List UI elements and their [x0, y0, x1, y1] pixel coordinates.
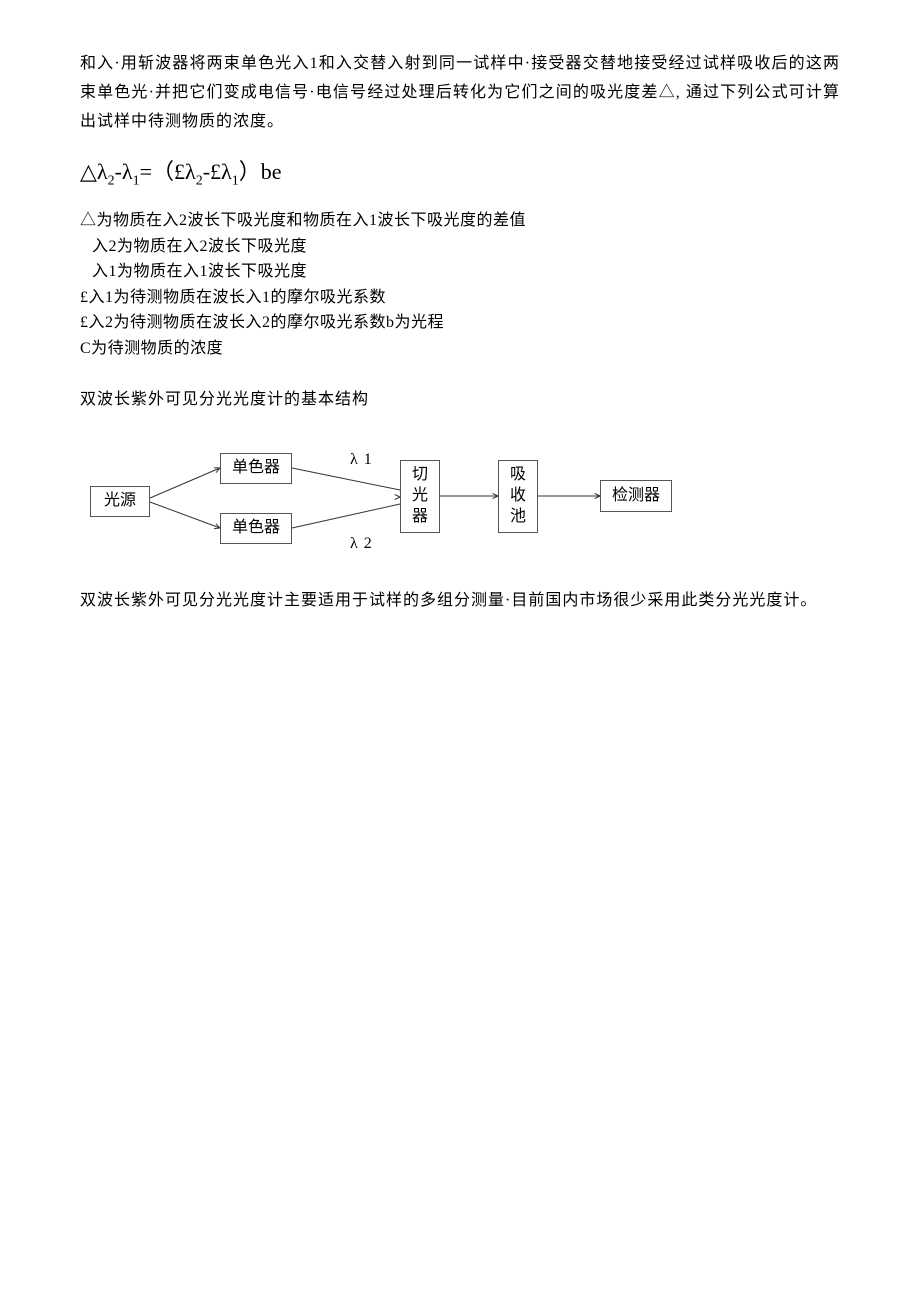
diagram-node-mono2: 单色器 [220, 513, 292, 544]
diagram-node-chopper: 切 光 器 [400, 460, 440, 532]
definition-line: C为待测物质的浓度 [80, 336, 840, 362]
block-diagram: 光源单色器单色器切 光 器吸 收 池检测器λ 1λ 2 [90, 438, 730, 558]
section-title: 双波长紫外可见分光光度计的基本结构 [80, 386, 840, 415]
diagram-node-cell: 吸 收 池 [498, 460, 538, 532]
definition-line: 入1为物质在入1波长下吸光度 [80, 259, 840, 285]
diagram-node-source: 光源 [90, 486, 150, 517]
definition-line: 入2为物质在入2波长下吸光度 [80, 234, 840, 260]
definition-line: £入2为待测物质在波长入2的摩尔吸光系数b为光程 [80, 310, 840, 336]
formula: △λ2-λ1=（£λ2-£λ1）be [80, 152, 840, 194]
closing-paragraph: 双波长紫外可见分光光度计主要适用于试样的多组分测量·目前国内市场很少采用此类分光… [80, 586, 840, 616]
definition-line: £入1为待测物质在波长入1的摩尔吸光系数 [80, 285, 840, 311]
diagram-edge-label-l1: λ 1 [350, 446, 373, 475]
diagram-edge-label-l2: λ 2 [350, 530, 373, 559]
diagram-node-mono1: 单色器 [220, 453, 292, 484]
diagram-node-detector: 检测器 [600, 480, 672, 512]
definitions-block: △为物质在入2波长下吸光度和物质在入1波长下吸光度的差值入2为物质在入2波长下吸… [80, 208, 840, 362]
intro-paragraph: 和入·用斩波器将两束单色光入1和入交替入射到同一试样中·接受器交替地接受经过试样… [80, 50, 840, 136]
definition-line: △为物质在入2波长下吸光度和物质在入1波长下吸光度的差值 [80, 208, 840, 234]
